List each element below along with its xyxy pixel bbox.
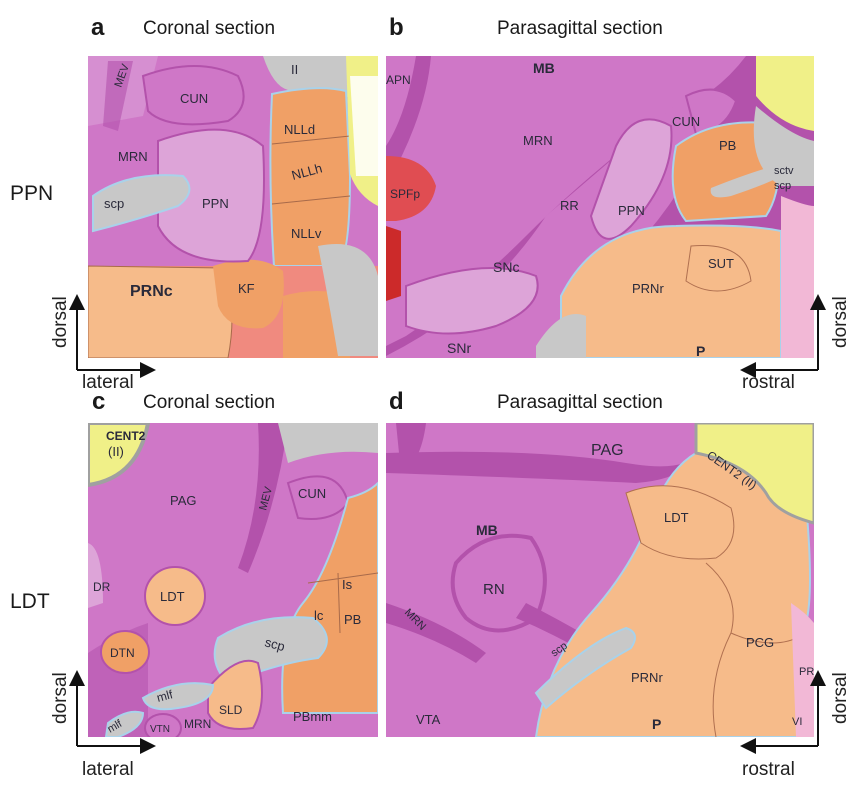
label-c-dtn: DTN [110, 646, 135, 660]
label-b-mb: MB [533, 60, 555, 76]
label-b-apn: APN [386, 73, 411, 87]
label-a-nllv: NLLv [291, 226, 322, 241]
label-b-prnr: PRNr [632, 281, 664, 296]
axis-c-dorsal: dorsal [50, 672, 71, 724]
label-d-pcg: PCG [746, 635, 774, 650]
label-c-ii: (II) [108, 444, 124, 459]
panel-c-diagram: CENT2 (II) PAG MEV CUN DR LDT Is lc PB D… [88, 423, 378, 737]
axis-d-rostral: rostral [742, 759, 795, 780]
label-b-ppn: PPN [618, 203, 645, 218]
axis-c-lateral: lateral [82, 759, 134, 780]
label-a-scp: scp [104, 196, 124, 211]
label-c-sld: SLD [219, 703, 243, 717]
label-c-pag: PAG [170, 493, 197, 508]
label-b-sut: SUT [708, 256, 734, 271]
label-c-pb: PB [344, 612, 361, 627]
axis-b-dorsal: dorsal [830, 296, 851, 348]
label-a-kf: KF [238, 281, 255, 296]
label-b-spfp: SPFp [390, 187, 420, 201]
label-b-cun: CUN [672, 114, 700, 129]
panel-b-title: Parasagittal section [497, 18, 663, 39]
label-d-p: P [652, 716, 661, 732]
panel-a-diagram: MEV II CUN MRN NLLd NLLh scp PPN NLLv PR… [88, 56, 378, 358]
axis-a-dorsal: dorsal [50, 296, 71, 348]
panel-d-diagram: PAG MB CENT2 (II) LDT MRN RN scp PCG PRN… [386, 423, 814, 737]
label-d-pag: PAG [591, 442, 624, 459]
label-b-rr: RR [560, 198, 579, 213]
panel-d-letter: d [389, 388, 404, 415]
axis-d-dorsal: dorsal [830, 672, 851, 724]
axis-b-rostral: rostral [742, 372, 795, 393]
panel-d-title: Parasagittal section [497, 392, 663, 413]
label-c-ldt: LDT [160, 589, 185, 604]
label-d-prnr: PRNr [631, 670, 663, 685]
label-a-mrn: MRN [118, 149, 148, 164]
panel-a-letter: a [91, 14, 105, 41]
label-d-mb: MB [476, 522, 498, 538]
label-c-scp: scp [263, 634, 286, 654]
label-c-vtn: VTN [150, 724, 170, 735]
label-c-mlf: mlf [155, 687, 175, 705]
label-b-scp: scp [774, 180, 791, 192]
label-a-ppn: PPN [202, 196, 229, 211]
label-b-snc: SNc [493, 259, 519, 275]
label-c-dr: DR [93, 580, 111, 594]
panel-b-letter: b [389, 14, 404, 41]
label-d-ldt: LDT [664, 510, 689, 525]
label-a-prnc: PRNc [130, 283, 173, 300]
label-c-cent2: CENT2 [106, 429, 146, 443]
label-c-is: Is [342, 577, 353, 592]
label-b-pb: PB [719, 138, 736, 153]
panel-b-diagram: APN MB MRN CUN sctv PB scp SPFp RR PPN S… [386, 56, 814, 358]
panel-a-title: Coronal section [143, 18, 276, 39]
axis-a-lateral: lateral [82, 372, 134, 393]
row-label-ldt: LDT [10, 590, 50, 613]
label-b-snr: SNr [447, 340, 471, 356]
panel-c-title: Coronal section [143, 392, 276, 413]
label-a-cun: CUN [180, 91, 208, 106]
label-d-vi: VI [792, 716, 802, 728]
label-c-pbmm: PBmm [293, 709, 332, 724]
label-d-rn: RN [483, 581, 505, 598]
label-c-mrn: MRN [184, 717, 211, 731]
label-a-nlld: NLLd [284, 122, 315, 137]
label-b-sctv: sctv [774, 165, 794, 177]
label-d-vta: VTA [416, 712, 441, 727]
row-label-ppn: PPN [10, 182, 54, 205]
label-a-ii: II [291, 62, 298, 77]
label-c-lc: lc [314, 608, 324, 623]
label-b-mrn: MRN [523, 133, 553, 148]
label-b-p: P [696, 343, 705, 358]
panel-c-letter: c [92, 388, 106, 415]
label-c-cun: CUN [298, 486, 326, 501]
